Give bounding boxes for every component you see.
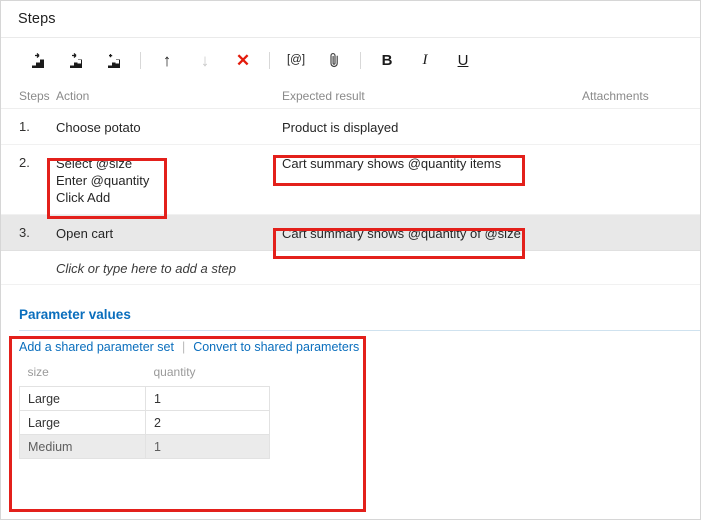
delete-glyph: ✕: [235, 50, 251, 70]
move-up-icon[interactable]: ↑: [148, 46, 186, 76]
parameter-cell-size-3[interactable]: Medium: [19, 434, 146, 459]
step-3-expected-cell[interactable]: Cart summary shows @quantity of @size: [282, 226, 521, 241]
steps-toolbar: ↑ ↓ ✕ [@] B I U: [1, 38, 700, 83]
underline-glyph: U: [457, 52, 469, 69]
toolbar-separator-1: [140, 52, 141, 69]
insert-parameter-icon[interactable]: [@]: [277, 46, 315, 76]
page-title: Steps: [18, 11, 56, 27]
table-row[interactable]: 2. Select @size Enter @quantity Click Ad…: [1, 145, 700, 215]
link-separator: |: [181, 340, 186, 354]
underline-icon[interactable]: U: [444, 46, 482, 76]
insert-step-icon[interactable]: [19, 46, 57, 76]
insert-parameter-glyph: [@]: [286, 53, 306, 66]
add-step-placeholder[interactable]: Click or type here to add a step: [56, 261, 236, 276]
parameter-values-links: Add a shared parameter set | Convert to …: [1, 331, 700, 354]
move-down-glyph: ↓: [200, 51, 210, 70]
column-header-expected: Expected result: [282, 88, 365, 103]
step-1-number: 1.: [19, 119, 30, 134]
parameter-column-header-quantity: quantity: [153, 365, 196, 379]
parameter-cell-quantity-1[interactable]: 1: [145, 386, 270, 411]
step-1-expected-cell[interactable]: Product is displayed: [282, 120, 399, 135]
delete-step-icon[interactable]: ✕: [224, 46, 262, 76]
move-down-icon[interactable]: ↓: [186, 46, 224, 76]
parameter-row[interactable]: Large 2: [19, 410, 270, 435]
parameter-row[interactable]: Large 1: [19, 386, 270, 411]
toolbar-separator-2: [269, 52, 270, 69]
toolbar-separator-3: [360, 52, 361, 69]
step-1-action-cell[interactable]: Choose potato: [56, 120, 141, 135]
step-3-number: 3.: [19, 225, 30, 240]
parameter-cell-quantity-2[interactable]: 2: [145, 410, 270, 435]
parameter-table-header-row: size quantity: [20, 365, 270, 387]
parameter-values-table: size quantity Large 1 Large 2 Medium 1: [19, 365, 270, 459]
step-2-expected-cell[interactable]: Cart summary shows @quantity items: [282, 156, 502, 171]
convert-to-shared-parameters-link[interactable]: Convert to shared parameters: [193, 340, 360, 354]
column-header-attachments: Attachments: [582, 88, 649, 103]
bold-icon[interactable]: B: [368, 46, 406, 76]
add-shared-parameter-set-link[interactable]: Add a shared parameter set: [19, 340, 174, 354]
add-step-row[interactable]: Click or type here to add a step: [1, 251, 700, 285]
parameter-values-section: Parameter values Add a shared parameter …: [1, 285, 700, 459]
parameter-row-new[interactable]: Medium 1: [19, 434, 270, 459]
parameter-values-divider: [19, 330, 700, 331]
column-header-action: Action: [56, 88, 90, 103]
parameter-cell-size-2[interactable]: Large: [19, 410, 146, 435]
panel-header: Steps: [1, 1, 700, 38]
parameter-column-header-size: size: [27, 365, 49, 379]
column-header-steps: Steps: [19, 88, 50, 103]
table-row[interactable]: 3. Open cart Cart summary shows @quantit…: [1, 215, 700, 251]
attach-file-icon[interactable]: [315, 46, 353, 76]
table-row[interactable]: 1. Choose potato Product is displayed: [1, 109, 700, 145]
bold-glyph: B: [381, 52, 393, 69]
steps-grid: Steps Action Expected result Attachments…: [1, 83, 700, 285]
italic-icon[interactable]: I: [406, 46, 444, 76]
parameter-values-title: Parameter values: [19, 307, 131, 322]
step-2-number: 2.: [19, 155, 30, 170]
step-2-action-cell[interactable]: Select @size Enter @quantity Click Add: [56, 156, 150, 205]
move-up-glyph: ↑: [162, 51, 172, 70]
steps-grid-header: Steps Action Expected result Attachments: [1, 83, 700, 109]
parameter-cell-size-1[interactable]: Large: [19, 386, 146, 411]
step-3-action-cell[interactable]: Open cart: [56, 226, 114, 241]
insert-step-above-icon[interactable]: [57, 46, 95, 76]
parameter-cell-quantity-3[interactable]: 1: [145, 434, 270, 459]
italic-glyph: I: [422, 52, 428, 68]
insert-shared-step-icon[interactable]: [95, 46, 133, 76]
